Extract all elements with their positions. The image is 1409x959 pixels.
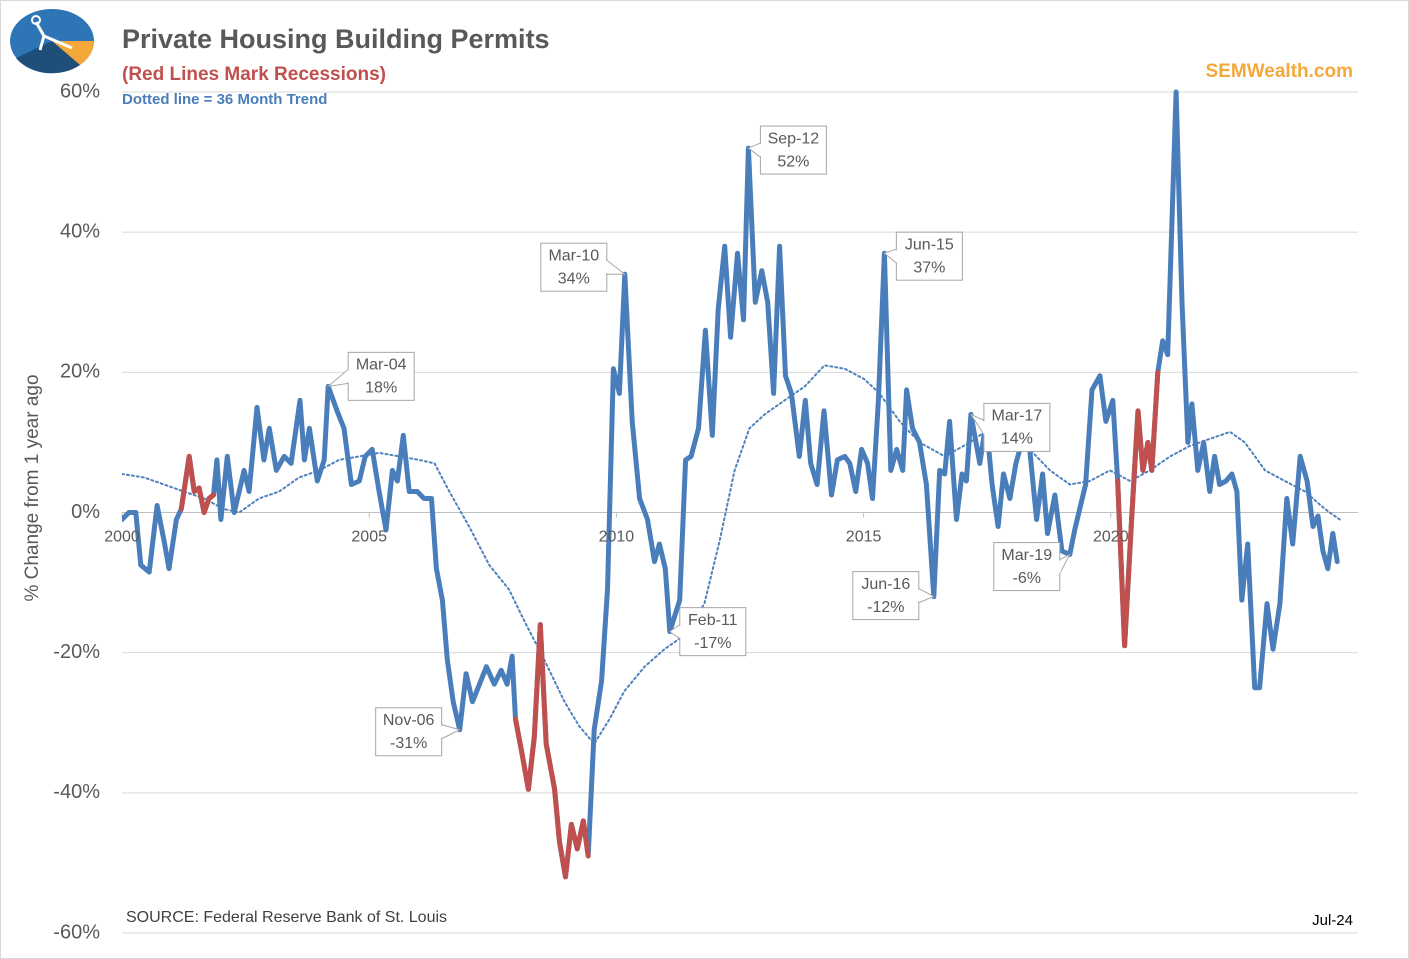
labels: -60% -40% -20% 0% 20% 40% 60% 2000 2005 2010 2015 2… bbox=[53, 80, 1128, 943]
y-tick-label: 0% bbox=[71, 501, 100, 523]
y-tick-label: -20% bbox=[53, 641, 100, 663]
source-note: SOURCE: Federal Reserve Bank of St. Loui… bbox=[126, 909, 447, 926]
callout: Mar-19 -6% bbox=[993, 542, 1071, 592]
callout-label: Mar-17 bbox=[992, 408, 1043, 425]
callout-box bbox=[983, 402, 1051, 452]
callout-label: Nov-06 bbox=[383, 712, 435, 729]
callout-label: Feb-11 bbox=[688, 612, 738, 629]
callout-box bbox=[679, 607, 747, 657]
callout-value: -31% bbox=[390, 735, 427, 752]
x-tick-label: 2000 bbox=[104, 529, 140, 546]
callout-value: -12% bbox=[867, 599, 904, 616]
y-tick-label: 60% bbox=[60, 80, 100, 102]
callout-box bbox=[852, 571, 920, 621]
callout: Jun-15 37% bbox=[883, 231, 963, 281]
x-tick-label: 2015 bbox=[846, 529, 882, 546]
callout-value: 34% bbox=[558, 270, 590, 287]
chart-title: Private Housing Building Permits bbox=[122, 24, 550, 54]
callout: Sep-12 52% bbox=[747, 125, 827, 175]
callout-box bbox=[895, 231, 963, 281]
callout-value: 14% bbox=[1001, 431, 1033, 448]
callout-value: -17% bbox=[694, 635, 731, 652]
y-tick-label: 40% bbox=[60, 220, 100, 242]
callout-label: Jun-16 bbox=[861, 576, 910, 593]
callout: Mar-17 14% bbox=[969, 402, 1051, 452]
callout-value: 37% bbox=[913, 259, 945, 276]
x-tick-label: 2010 bbox=[599, 529, 635, 546]
trend-line bbox=[122, 364, 1341, 745]
callout-box bbox=[540, 242, 608, 292]
callout-box bbox=[375, 707, 443, 757]
callout-value: 52% bbox=[777, 153, 809, 170]
callout-value: -6% bbox=[1013, 570, 1041, 587]
callout-box bbox=[347, 351, 415, 401]
callout-label: Jun-15 bbox=[905, 236, 954, 253]
callout-label: Sep-12 bbox=[768, 130, 820, 147]
brand: SEMWealth.com bbox=[1206, 61, 1353, 82]
logo bbox=[10, 9, 95, 74]
x-tick-label: 2005 bbox=[351, 529, 387, 546]
plot-area bbox=[122, 89, 1341, 880]
data-line bbox=[513, 622, 591, 880]
y-tick-label: -40% bbox=[53, 781, 100, 803]
chart-subtitle: (Red Lines Mark Recessions) bbox=[122, 64, 386, 85]
y-tick-label: 20% bbox=[60, 361, 100, 383]
y-axis-title: % Change from 1 year ago bbox=[22, 374, 43, 601]
callout-label: Mar-10 bbox=[548, 247, 599, 264]
callout-label: Mar-19 bbox=[1001, 547, 1052, 564]
date-label: Jul-24 bbox=[1312, 912, 1353, 929]
callout: Mar-04 18% bbox=[326, 351, 415, 401]
x-tick-label: 2020 bbox=[1093, 529, 1129, 546]
callout: Nov-06 -31% bbox=[375, 707, 462, 757]
callout: Feb-11 -17% bbox=[668, 607, 747, 657]
callout-value: 18% bbox=[365, 380, 397, 397]
chart-note: Dotted line = 36 Month Trend bbox=[122, 91, 327, 108]
data-line bbox=[178, 453, 216, 515]
callout: Mar-10 34% bbox=[540, 242, 627, 292]
callout-box bbox=[759, 125, 827, 175]
data-line bbox=[1115, 369, 1161, 649]
callout-label: Mar-04 bbox=[356, 357, 407, 374]
callout: Jun-16 -12% bbox=[852, 571, 935, 621]
y-tick-label: -60% bbox=[53, 921, 100, 943]
